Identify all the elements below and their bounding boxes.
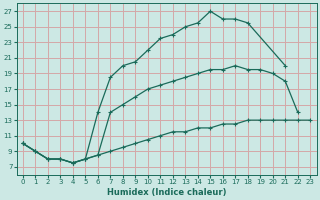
X-axis label: Humidex (Indice chaleur): Humidex (Indice chaleur): [107, 188, 226, 197]
